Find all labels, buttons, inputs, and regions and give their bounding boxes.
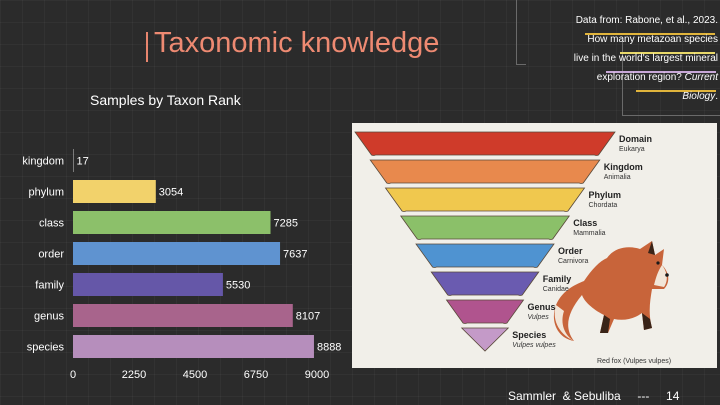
x-tick-label: 0 <box>70 369 76 381</box>
data-label: 7285 <box>274 218 298 230</box>
citation-line: exploration region? Current <box>540 68 718 87</box>
pyramid-name-label: Mammalia <box>573 230 605 237</box>
pyramid-rank-label: Family <box>543 274 572 284</box>
y-tick-label: genus <box>34 311 64 323</box>
pyramid-rank-label: Class <box>573 218 597 228</box>
data-label: 17 <box>77 156 89 168</box>
y-tick-label: kingdom <box>22 156 64 168</box>
pyramid-figure: Red fox (Vulpes vulpes) Domain Eukarya Kin… <box>354 131 671 365</box>
pyramid-level <box>415 243 555 268</box>
fox-caption: Red fox (Vulpes vulpes) <box>597 358 671 365</box>
pyramid-rank-label: Genus <box>528 302 556 312</box>
citation-underline <box>585 33 715 35</box>
taxon-bar-chart: kingdom 17 phylum 3054 class 7285 order 7637 fam… <box>22 149 341 381</box>
bar <box>73 149 74 172</box>
pyramid-name-label: Vulpes <box>528 314 550 321</box>
pyramid-name-label: Carnivora <box>558 258 588 265</box>
title-accent-bar <box>146 32 148 62</box>
pyramid-name-label: Vulpes vulpes <box>512 342 556 349</box>
y-tick-label: class <box>39 218 65 230</box>
x-tick-label: 4500 <box>183 369 207 381</box>
pyramid-rank-label: Order <box>558 246 583 256</box>
y-tick-label: order <box>38 249 64 261</box>
pyramid-name-label: Canidae <box>543 286 569 293</box>
slide-footer: Sammler & Sebuliba --- 14 <box>508 389 680 403</box>
data-label: 7637 <box>283 249 307 261</box>
citation-journal: Biology <box>682 91 716 102</box>
data-label: 8888 <box>317 342 341 354</box>
citation-underline <box>606 71 716 73</box>
citation-line: Data from: Rabone, et al., 2023. <box>575 15 718 26</box>
pyramid-level <box>460 327 510 352</box>
bar <box>73 335 314 358</box>
pyramid-level <box>369 159 601 184</box>
pyramid-name-label: Chordata <box>589 202 618 209</box>
x-tick-label: 2250 <box>122 369 146 381</box>
pyramid-level <box>354 131 616 156</box>
pyramid-level <box>384 187 586 212</box>
y-tick-label: species <box>27 342 65 354</box>
citation-fragment: . <box>715 91 718 102</box>
red-fox-illustration <box>553 241 669 341</box>
bar <box>73 242 281 265</box>
pyramid-rank-label: Species <box>512 330 546 340</box>
data-label: 5530 <box>226 280 250 292</box>
bar <box>73 211 271 234</box>
bar <box>73 180 156 203</box>
data-label: 3054 <box>159 187 183 199</box>
citation-journal: Current <box>684 72 718 83</box>
pyramid-name-label: Eukarya <box>619 146 645 153</box>
citation-underline <box>636 90 716 92</box>
y-tick-label: family <box>35 280 64 292</box>
x-tick-label: 6750 <box>244 369 268 381</box>
data-label: 8107 <box>296 311 320 323</box>
pyramid-rank-label: Phylum <box>589 190 622 200</box>
pyramid-level <box>445 299 525 324</box>
slide-title: Taxonomic knowledge <box>154 27 440 59</box>
y-tick-label: phylum <box>29 187 64 199</box>
citation-line: live in the world's largest mineral <box>573 53 718 64</box>
citation-frame <box>516 0 720 116</box>
pyramid-rank-label: Kingdom <box>604 162 643 172</box>
citation-text: Data from: Rabone, et al., 2023. How man… <box>540 11 718 106</box>
citation-underline <box>620 52 715 54</box>
x-tick-label: 9000 <box>305 369 329 381</box>
pyramid-rank-label: Domain <box>619 134 652 144</box>
bar <box>73 273 223 296</box>
pyramid-level <box>399 215 571 240</box>
citation-line: How many metazoan species <box>587 34 718 45</box>
pyramid-name-label: Animalia <box>604 174 631 181</box>
bar <box>73 304 293 327</box>
citation-line: Biology. <box>540 87 718 106</box>
pyramid-level <box>430 271 540 296</box>
citation-fragment: exploration region? <box>596 72 685 83</box>
taxonomy-pyramid-image: Red fox (Vulpes vulpes) Domain Eukarya Kin… <box>352 123 717 368</box>
chart-title: Samples by Taxon Rank <box>90 92 241 108</box>
